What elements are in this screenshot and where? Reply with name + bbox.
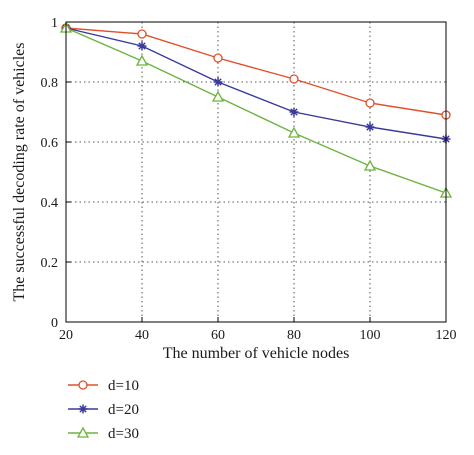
grid-lines [66, 22, 446, 322]
y-axis-label: The successful decoding rate of vehicles [11, 42, 28, 301]
legend-marker [78, 404, 88, 414]
legend-label: d=20 [108, 402, 139, 418]
y-tick-label: 0.8 [41, 76, 59, 91]
data-point [211, 90, 225, 102]
x-tick-label: 60 [211, 328, 225, 343]
data-point [365, 122, 375, 132]
series-line [65, 27, 447, 116]
data-point [287, 126, 301, 138]
series-d=20 [61, 23, 451, 144]
legend-item: d=20 [68, 402, 139, 418]
y-tick-label: 0 [51, 316, 58, 331]
legend-label: d=10 [108, 378, 139, 394]
data-point [137, 41, 147, 51]
y-tick-label: 0.4 [41, 196, 59, 211]
y-tick-label: 0.2 [41, 256, 59, 271]
data-point [289, 74, 299, 84]
series-d=10 [61, 23, 451, 120]
x-axis-label: The number of vehicle nodes [163, 345, 350, 362]
data-point [213, 53, 223, 63]
x-tick-label: 40 [135, 328, 149, 343]
legend-item: d=10 [68, 378, 139, 394]
legend-label: d=30 [108, 426, 139, 442]
series-line [65, 27, 447, 194]
legend-item: d=30 [68, 426, 139, 442]
x-tick-label: 80 [287, 328, 301, 343]
series-d=30 [59, 21, 453, 198]
x-tick-label: 100 [360, 328, 381, 343]
legend: d=10 d=20 d=30 [68, 378, 139, 442]
axis-ticks: 20 40 60 80 100 120 0 0.2 0.4 0.6 0.8 1 [41, 16, 457, 343]
x-tick-label: 20 [59, 328, 73, 343]
y-tick-label: 0.6 [41, 136, 59, 151]
data-point [137, 29, 147, 39]
series-line [65, 27, 447, 140]
data-point [135, 54, 149, 66]
data-point [289, 107, 299, 117]
series-layer [59, 21, 453, 198]
x-tick-label: 120 [436, 328, 457, 343]
legend-marker [78, 380, 88, 390]
data-point [365, 98, 375, 108]
plot-frame [65, 21, 447, 323]
data-point [363, 159, 377, 171]
legend-marker [76, 426, 90, 438]
data-point [213, 77, 223, 87]
y-tick-label: 1 [51, 16, 58, 31]
